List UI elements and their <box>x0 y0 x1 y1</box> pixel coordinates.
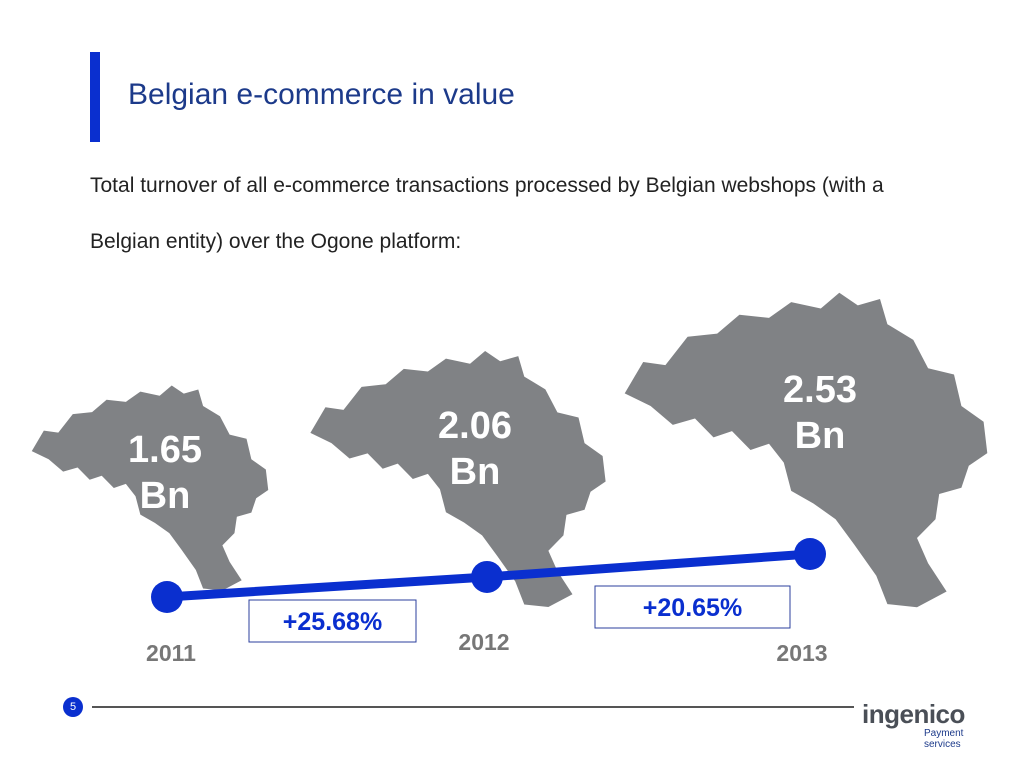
unit-label-2013: Bn <box>795 415 846 457</box>
value-label-2011: 1.65 <box>128 429 202 471</box>
data-point-2013 <box>794 538 826 570</box>
logo-line-2: services <box>924 739 961 750</box>
value-label-2013: 2.53 <box>783 369 857 411</box>
unit-label-2011: Bn <box>140 475 191 517</box>
growth-box-2 <box>594 585 791 629</box>
year-label-2013: 2013 <box>776 640 827 666</box>
title-accent-bar <box>90 52 100 142</box>
growth-label-2: +20.65% <box>643 594 742 622</box>
year-label-2011: 2011 <box>146 640 196 666</box>
data-point-2012 <box>471 560 503 593</box>
data-point-2011 <box>151 581 183 613</box>
logo-line-1: Payment <box>924 728 964 739</box>
unit-label-2012: Bn <box>450 451 501 493</box>
growth-label-1: +25.68% <box>283 608 382 636</box>
year-label-2012: 2012 <box>458 629 509 655</box>
value-label-2012: 2.06 <box>438 405 512 447</box>
slide-subtitle: Total turnover of all e-commerce transac… <box>90 174 884 253</box>
slide-title: Belgian e-commerce in value <box>128 78 515 111</box>
footer-rule <box>92 706 854 708</box>
logo-wordmark: ingenico <box>862 699 965 729</box>
ingenico-logo: ingenico Payment services <box>862 700 972 756</box>
growth-box-1 <box>248 599 417 643</box>
page-number: 5 <box>63 697 83 717</box>
